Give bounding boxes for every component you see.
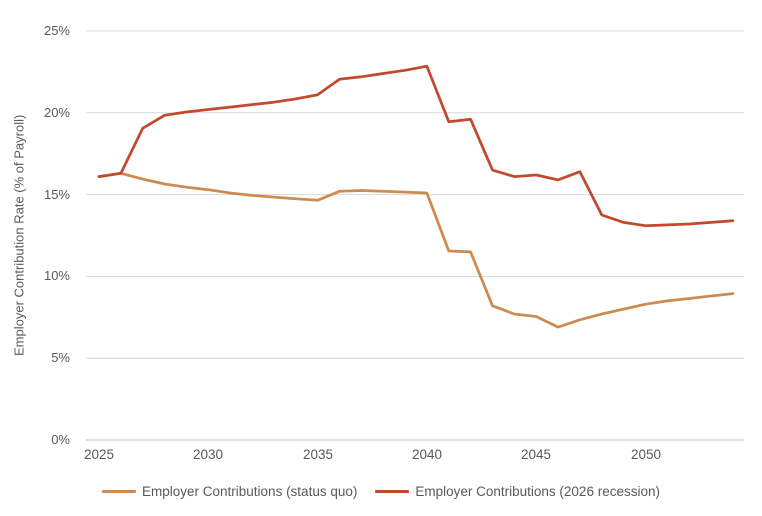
x-tick-label: 2035: [302, 447, 334, 462]
legend-label-recession: Employer Contributions (2026 recession): [415, 484, 660, 499]
chart-legend: Employer Contributions (status quo) Empl…: [0, 484, 762, 499]
x-tick-label: 2030: [192, 447, 224, 462]
x-tick-label: 2025: [83, 447, 115, 462]
y-tick-label: 0%: [51, 432, 70, 447]
x-tick-label: 2045: [520, 447, 552, 462]
x-tick-label: 2040: [411, 447, 443, 462]
legend-item-recession: Employer Contributions (2026 recession): [375, 484, 660, 499]
y-tick-label: 10%: [43, 268, 70, 283]
legend-swatch-status-quo: [102, 490, 136, 493]
y-tick-label: 25%: [43, 23, 70, 38]
y-axis-title: Employer Contribution Rate (% of Payroll…: [11, 114, 27, 357]
x-tick-label: 2050: [630, 447, 662, 462]
legend-swatch-recession: [375, 490, 410, 493]
y-tick-label: 5%: [51, 350, 70, 365]
y-tick-label: 20%: [43, 105, 70, 120]
legend-item-status-quo: Employer Contributions (status quo): [102, 484, 357, 499]
y-tick-label: 15%: [43, 187, 70, 202]
legend-label-status-quo: Employer Contributions (status quo): [142, 484, 358, 499]
